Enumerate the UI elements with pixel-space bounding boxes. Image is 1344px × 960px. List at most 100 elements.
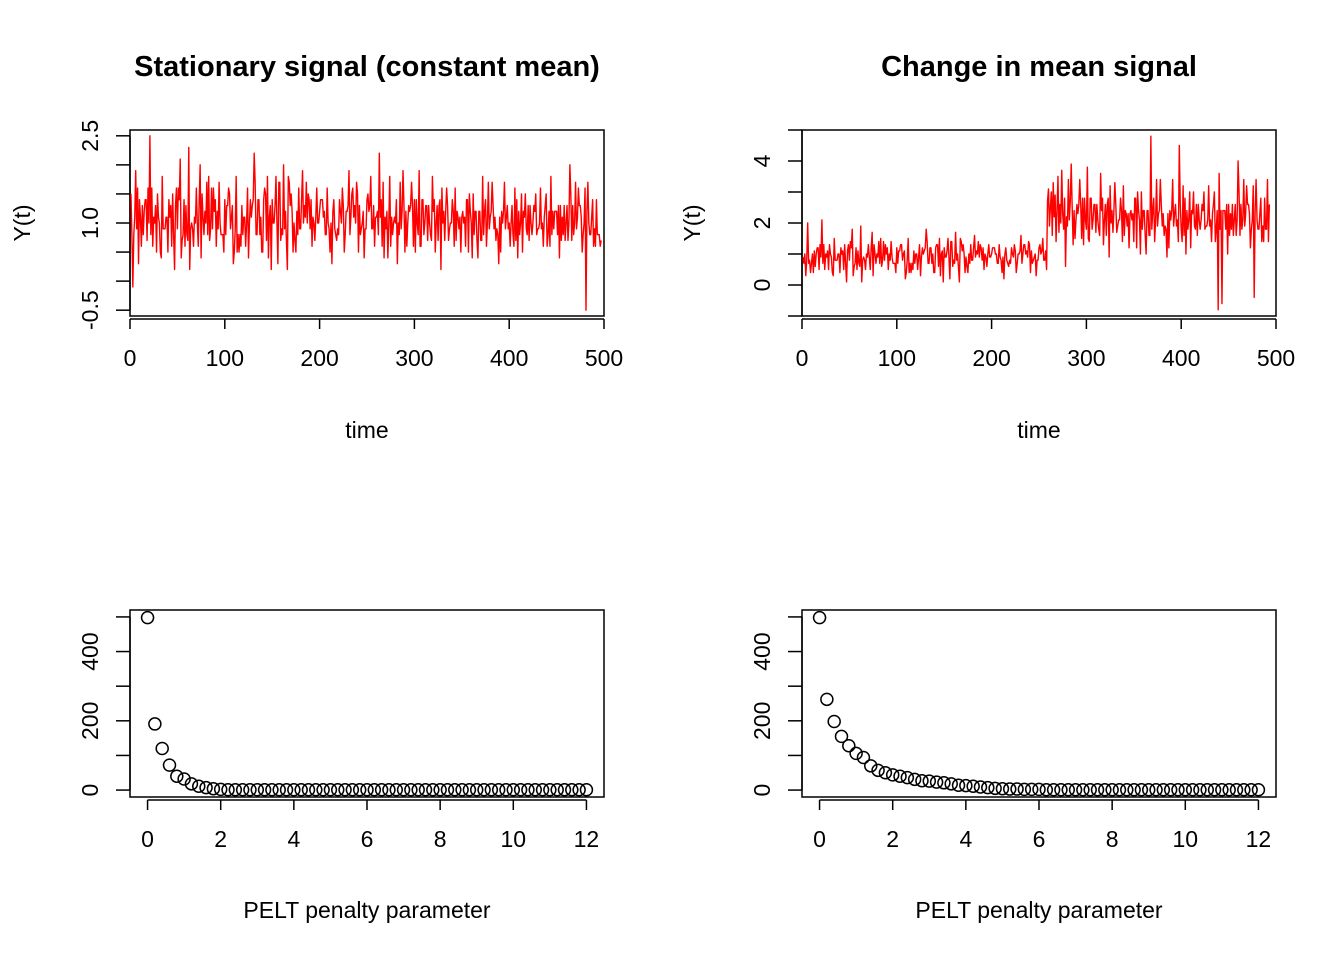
data-point [842, 739, 856, 753]
data-point [1251, 782, 1266, 797]
data-point [155, 741, 169, 756]
data-point [148, 717, 162, 731]
x-tick-label: 400 [1162, 345, 1200, 371]
data-point [404, 782, 418, 797]
series-marks [130, 135, 602, 311]
data-point [1134, 782, 1149, 797]
data-point [1039, 782, 1054, 797]
panel-pelt-stationary: PELT penalty parameter 0 2 4 6 8 10 12 0 200 400 [77, 609, 605, 923]
data-point [922, 774, 937, 788]
data-point [309, 782, 323, 797]
data-point [1178, 782, 1193, 797]
data-point [550, 782, 564, 797]
data-point [1010, 782, 1024, 796]
data-point [834, 729, 849, 744]
data-point [382, 782, 396, 797]
y-axis: -0.5 1.0 2.5 [77, 120, 131, 330]
y-tick-label: 200 [77, 702, 103, 740]
data-point [1112, 782, 1127, 797]
data-point [1141, 782, 1156, 797]
y-tick-label: 0 [749, 279, 775, 292]
data-point [915, 773, 929, 788]
plot-frame [129, 609, 605, 798]
x-axis: 0 2 4 6 8 10 12 [141, 799, 599, 852]
y-tick-label: 0 [749, 784, 775, 797]
data-point [192, 779, 206, 794]
data-point [462, 782, 477, 797]
x-tick-label: 0 [796, 345, 809, 371]
data-point [1032, 782, 1046, 797]
panel-title: Stationary signal (constant mean) [134, 51, 600, 83]
data-point [1083, 782, 1097, 797]
data-point [345, 782, 360, 797]
data-point [1098, 782, 1112, 797]
panel-stationary-signal: Stationary signal (constant mean) time Y… [9, 51, 623, 443]
data-point [396, 782, 411, 797]
data-point [1061, 782, 1076, 797]
panel-change-in-mean-signal: Change in mean signal time Y(t) 0 100 200 3… [679, 51, 1295, 443]
x-tick-label: 4 [287, 826, 300, 852]
data-point [1120, 782, 1134, 797]
data-point [878, 766, 893, 780]
data-point [170, 769, 184, 783]
data-point [995, 781, 1010, 796]
x-axis: 0 100 200 300 400 500 [124, 318, 623, 371]
data-point [1215, 782, 1229, 797]
data-point [235, 782, 250, 797]
data-point [864, 759, 878, 773]
data-point [250, 782, 265, 797]
x-axis: 0 2 4 6 8 10 12 [813, 799, 1271, 852]
series-line [802, 135, 1271, 311]
data-point [1024, 782, 1039, 797]
data-point [849, 746, 863, 761]
data-point [988, 781, 1002, 796]
data-point [257, 782, 272, 797]
data-point [951, 778, 966, 792]
data-point [316, 782, 330, 797]
data-point [177, 772, 191, 786]
data-point [1156, 782, 1171, 797]
data-point [820, 692, 834, 707]
x-tick-label: 8 [434, 826, 447, 852]
data-point [426, 782, 440, 797]
data-point [1054, 782, 1068, 797]
data-point [1163, 782, 1178, 797]
x-tick-label: 500 [1257, 345, 1295, 371]
x-tick-label: 0 [141, 826, 154, 852]
data-point [199, 780, 213, 795]
data-point [871, 763, 885, 778]
y-axis: 0 2 4 [749, 129, 803, 317]
y-axis-title: Y(t) [679, 204, 705, 241]
data-point [213, 782, 228, 797]
data-point [1127, 782, 1141, 797]
data-point [1193, 782, 1207, 797]
data-point [1244, 782, 1258, 797]
data-point [937, 776, 951, 790]
data-point [535, 782, 550, 797]
panel-title: Change in mean signal [881, 51, 1197, 83]
data-point [323, 782, 338, 797]
data-point [469, 782, 484, 797]
data-point [543, 782, 557, 797]
data-point [981, 780, 995, 795]
y-tick-label: 200 [749, 702, 775, 740]
x-tick-label: 500 [585, 345, 623, 371]
data-point [162, 758, 177, 772]
data-point [973, 780, 988, 794]
plot-frame [801, 609, 1277, 798]
x-tick-label: 200 [300, 345, 338, 371]
data-point [287, 782, 301, 797]
data-point [411, 782, 425, 797]
data-point [265, 782, 279, 797]
series-marks [140, 610, 594, 797]
data-point [243, 782, 257, 797]
data-point [1185, 782, 1200, 797]
panel-pelt-change-in-mean: PELT penalty parameter 0 2 4 6 8 10 12 0 200 400 [749, 609, 1277, 923]
x-axis-title: time [345, 417, 388, 443]
x-tick-label: 0 [813, 826, 826, 852]
data-point [885, 768, 900, 782]
x-tick-label: 6 [1033, 826, 1046, 852]
data-point [448, 782, 462, 797]
y-tick-label: 2 [749, 217, 775, 230]
